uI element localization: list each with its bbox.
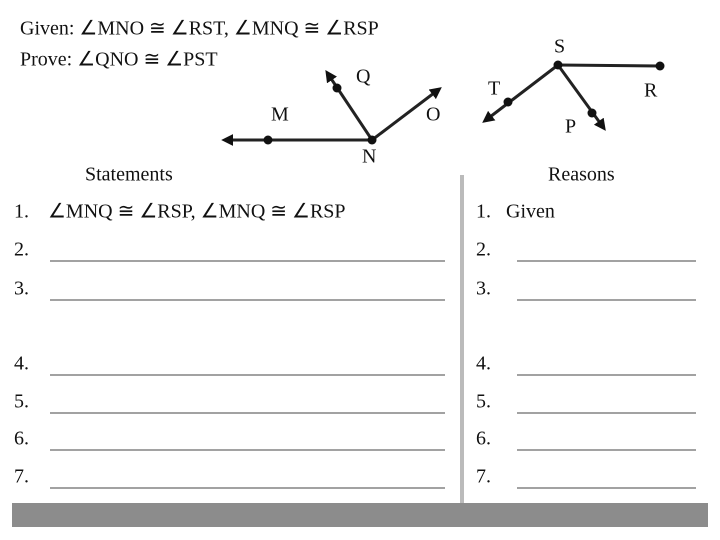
row-number: 6. <box>14 428 29 450</box>
statement: ∠MNQ ≅ ∠RSP, ∠MNQ ≅ ∠RSP <box>48 201 346 223</box>
prove: Prove: ∠QNO ≅ ∠PST <box>20 49 218 71</box>
point-label: Q <box>356 66 371 88</box>
row-number: 4. <box>14 353 29 375</box>
row-number: 3. <box>14 278 29 300</box>
figure-1 <box>221 70 442 146</box>
point-label: T <box>488 78 500 100</box>
point-label: O <box>426 104 440 126</box>
row-number: 1. <box>14 201 29 223</box>
reason-number: 1. <box>476 201 491 223</box>
statements-header: Statements <box>85 164 173 186</box>
point-label: N <box>362 146 376 168</box>
point-label: R <box>644 80 658 102</box>
reason-number: 2. <box>476 239 491 261</box>
point-label: S <box>554 36 565 58</box>
reason: Given <box>506 201 555 223</box>
reason-number: 7. <box>476 466 491 488</box>
row-number: 5. <box>14 391 29 413</box>
figure-2 <box>482 60 665 131</box>
reason-number: 5. <box>476 391 491 413</box>
reason-number: 6. <box>476 428 491 450</box>
reason-number: 3. <box>476 278 491 300</box>
point-label: P <box>565 116 576 138</box>
proof-rows: 1. ∠MNQ ≅ ∠RSP, ∠MNQ ≅ ∠RSP 1. Given 2. 2. 3. 3… <box>14 201 696 489</box>
footer-bar <box>12 503 708 527</box>
point-label: M <box>271 104 289 126</box>
reason-number: 4. <box>476 353 491 375</box>
row-number: 7. <box>14 466 29 488</box>
given: Given: ∠MNO ≅ ∠RST, ∠MNQ ≅ ∠RSP <box>20 18 379 40</box>
row-number: 2. <box>14 239 29 261</box>
reasons-header: Reasons <box>548 164 615 186</box>
